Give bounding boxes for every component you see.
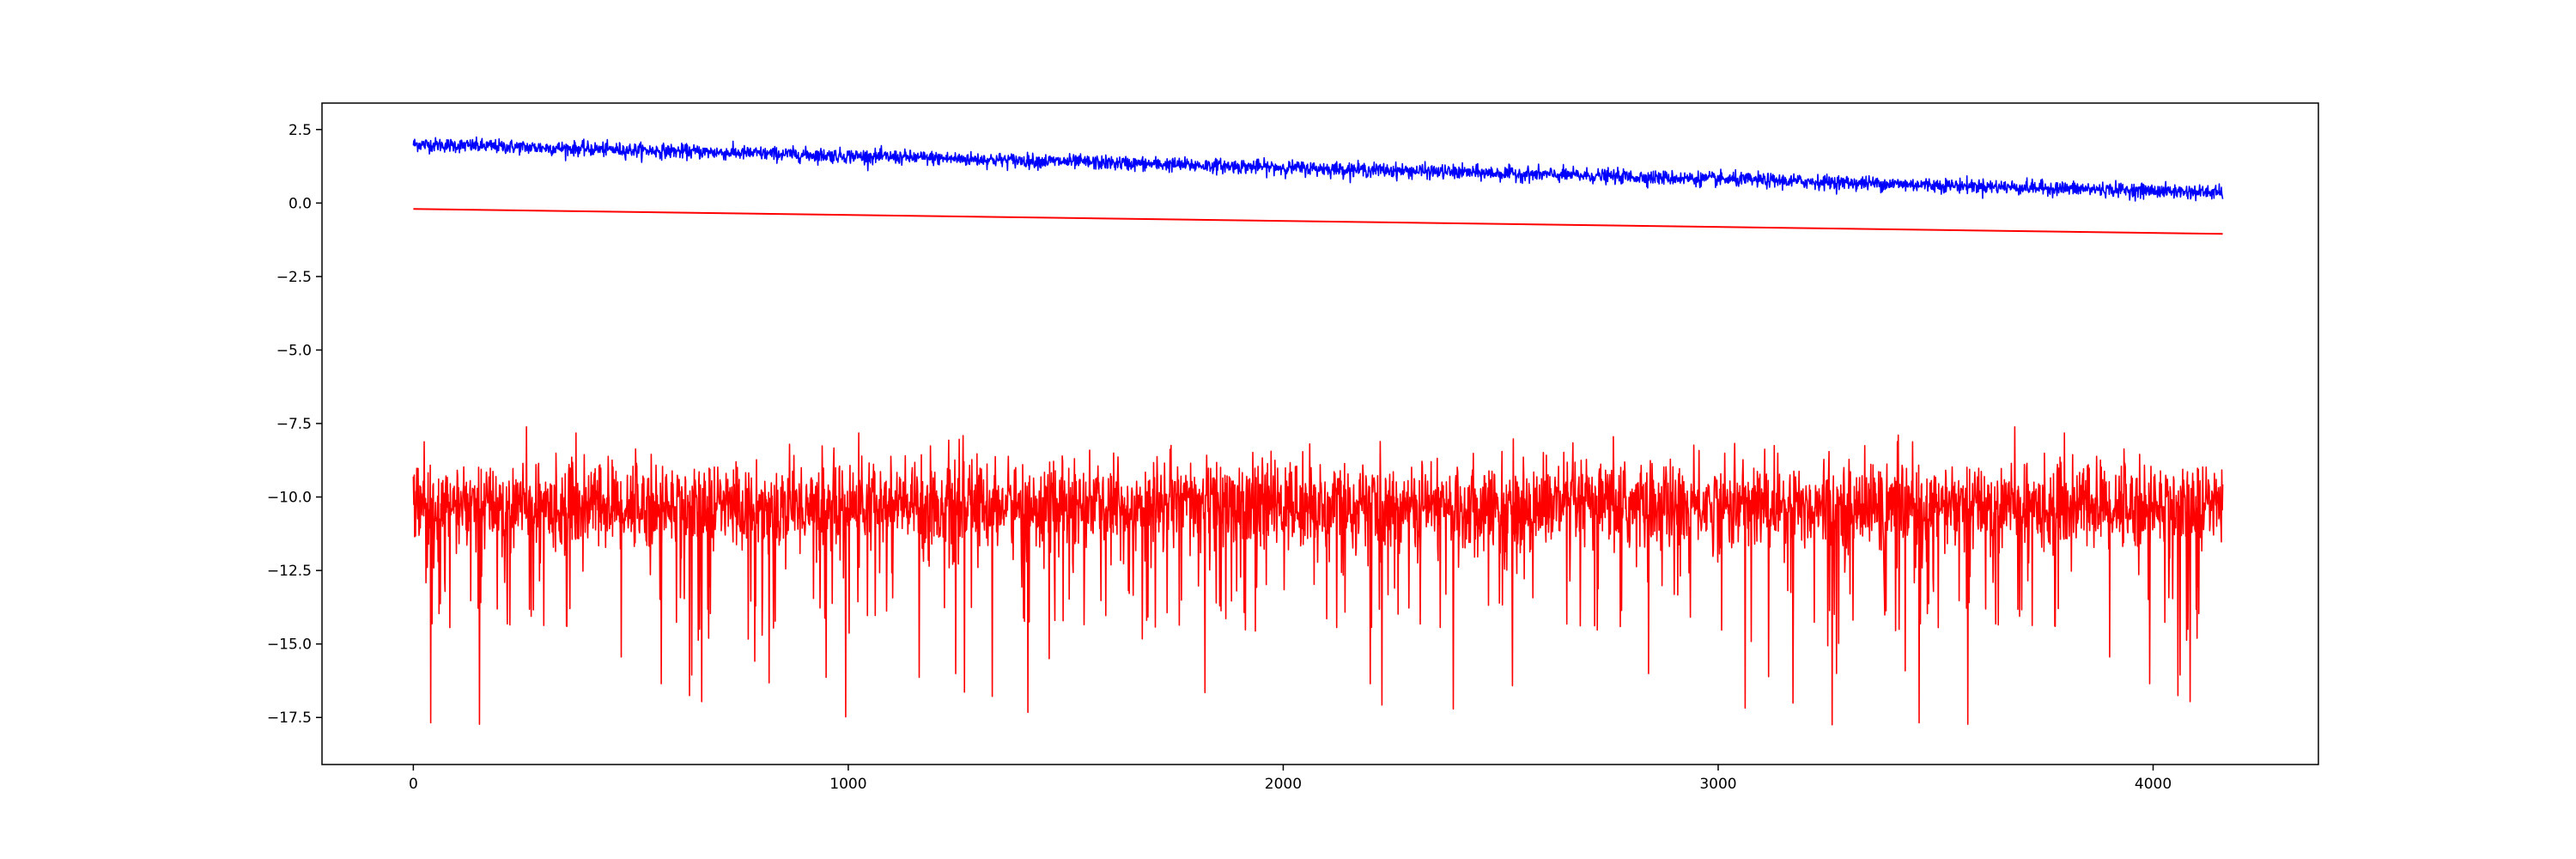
series-line-2 [413,208,2223,235]
x-tick-label: 4000 [2135,776,2172,793]
y-axis: 2.5 0.0 −2.5 −5.0 −7.5 −10.0 −12.5 −15.0 −17.5 [267,122,322,727]
y-tick-label: −17.5 [267,710,312,727]
series-layer [412,136,2224,726]
y-tick-label: −2.5 [276,269,312,286]
y-tick-label: −12.5 [267,563,312,580]
x-tick-label: 2000 [1265,776,1302,793]
x-tick-label: 3000 [1699,776,1736,793]
y-tick-label: −15.0 [267,637,312,654]
y-tick-label: −7.5 [276,416,312,433]
series-line-3 [412,426,2224,726]
x-axis: 0 1000 2000 3000 4000 [409,765,2172,793]
series-line-1 [412,136,2224,202]
plot-frame [321,102,2319,765]
x-tick-label: 1000 [829,776,866,793]
y-tick-label: −10.0 [267,490,312,507]
y-tick-label: −5.0 [276,342,312,359]
x-tick-label: 0 [409,776,418,793]
y-tick-label: 2.5 [289,122,312,139]
y-tick-label: 0.0 [289,195,312,212]
